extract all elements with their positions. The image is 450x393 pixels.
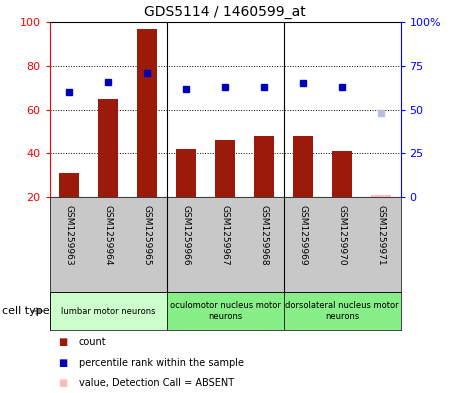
Text: GSM1259966: GSM1259966 bbox=[181, 205, 190, 265]
Text: ■: ■ bbox=[58, 337, 68, 347]
Text: ■: ■ bbox=[58, 378, 68, 388]
Bar bbox=[215, 140, 235, 197]
Text: GDS5114 / 1460599_at: GDS5114 / 1460599_at bbox=[144, 5, 306, 19]
Text: dorsolateral nucleus motor
neurons: dorsolateral nucleus motor neurons bbox=[285, 301, 399, 321]
Text: GSM1259967: GSM1259967 bbox=[220, 205, 230, 265]
Text: GSM1259965: GSM1259965 bbox=[143, 205, 152, 265]
Text: GSM1259968: GSM1259968 bbox=[260, 205, 269, 265]
Text: GSM1259970: GSM1259970 bbox=[338, 205, 346, 265]
Text: cell type: cell type bbox=[2, 306, 50, 316]
Bar bbox=[137, 29, 157, 197]
Bar bbox=[176, 149, 196, 197]
Bar bbox=[98, 99, 118, 197]
Text: GSM1259963: GSM1259963 bbox=[64, 205, 73, 265]
Bar bbox=[254, 136, 274, 197]
Text: value, Detection Call = ABSENT: value, Detection Call = ABSENT bbox=[79, 378, 234, 388]
Bar bbox=[293, 136, 313, 197]
Text: lumbar motor neurons: lumbar motor neurons bbox=[61, 307, 155, 316]
Text: GSM1259971: GSM1259971 bbox=[377, 205, 386, 265]
Bar bbox=[332, 151, 352, 197]
Text: GSM1259969: GSM1259969 bbox=[298, 205, 307, 265]
Bar bbox=[50, 292, 166, 330]
Text: ■: ■ bbox=[58, 358, 68, 368]
Bar bbox=[59, 173, 79, 197]
Text: oculomotor nucleus motor
neurons: oculomotor nucleus motor neurons bbox=[170, 301, 280, 321]
Bar bbox=[166, 292, 284, 330]
Text: percentile rank within the sample: percentile rank within the sample bbox=[79, 358, 244, 368]
Text: GSM1259964: GSM1259964 bbox=[104, 205, 112, 265]
Bar bbox=[284, 292, 400, 330]
Bar bbox=[371, 195, 391, 197]
Text: count: count bbox=[79, 337, 106, 347]
